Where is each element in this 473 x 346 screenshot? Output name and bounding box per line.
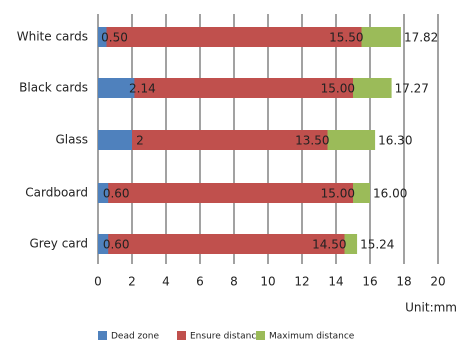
data-label: 0.60 (103, 187, 130, 201)
bar (98, 234, 109, 254)
data-label: 0.60 (103, 238, 130, 252)
y-tick-label: Cardboard (25, 186, 88, 200)
x-tick-label: 14 (328, 275, 343, 289)
data-label: 16.00 (373, 187, 407, 201)
legend-label: Dead zone (111, 332, 159, 342)
data-label: 2 (136, 134, 144, 148)
legend-label: Ensure distance (190, 332, 262, 342)
data-label: 15.00 (321, 187, 355, 201)
x-tick-label: 16 (362, 275, 377, 289)
y-tick-label: White cards (17, 30, 88, 44)
data-label: 17.82 (404, 31, 438, 45)
x-tick-label: 6 (196, 275, 204, 289)
bar (98, 234, 345, 254)
data-label: 15.50 (329, 31, 363, 45)
x-axis-label: Unit:mm (405, 301, 457, 315)
data-label: 13.50 (295, 134, 329, 148)
bar (98, 27, 107, 47)
y-tick-label: Grey card (29, 237, 88, 251)
bar (98, 183, 353, 203)
x-tick-label: 18 (396, 275, 411, 289)
data-label: 17.27 (395, 82, 429, 96)
bar (98, 183, 109, 203)
x-tick-label: 2 (128, 275, 136, 289)
x-tick-label: 12 (294, 275, 309, 289)
legend-swatch (256, 331, 265, 340)
y-tick-label: Glass (56, 133, 89, 147)
bar (98, 78, 353, 98)
x-tick-label: 8 (230, 275, 238, 289)
x-tick-label: 0 (94, 275, 102, 289)
bar (98, 27, 362, 47)
x-tick-label: 10 (260, 275, 275, 289)
data-label: 16.30 (378, 134, 412, 148)
x-tick-label: 20 (430, 275, 445, 289)
bar (98, 130, 132, 150)
y-tick-label: Black cards (19, 81, 88, 95)
legend-swatch (98, 331, 107, 340)
data-label: 15.24 (360, 238, 394, 252)
legend-label: Maximum distance (269, 332, 355, 342)
bar (98, 78, 135, 98)
data-label: 2.14 (129, 82, 156, 96)
bar (98, 130, 328, 150)
data-label: 15.00 (321, 82, 355, 96)
x-tick-label: 4 (162, 275, 170, 289)
legend-swatch (177, 331, 186, 340)
data-label: 0.50 (101, 31, 128, 45)
data-label: 14.50 (312, 238, 346, 252)
